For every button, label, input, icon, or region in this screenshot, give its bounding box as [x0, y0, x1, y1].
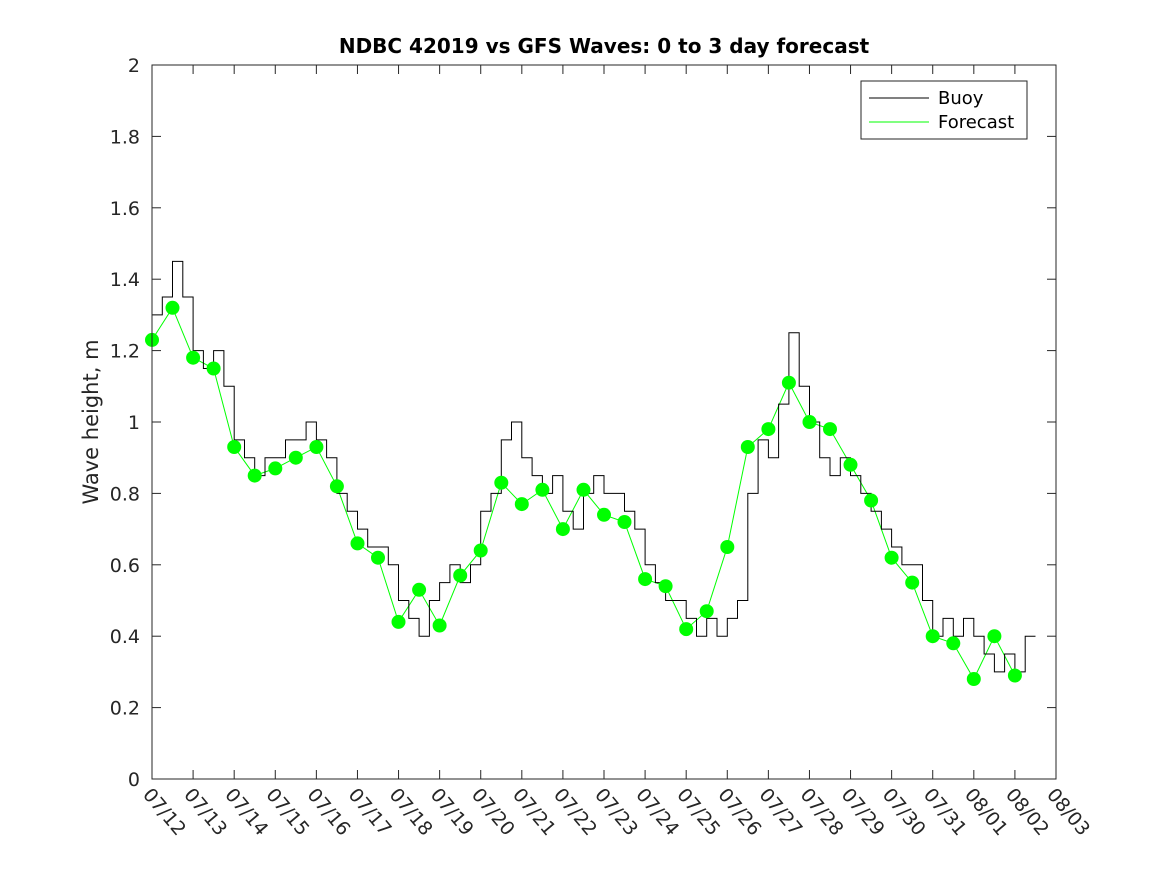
chart-title: NDBC 42019 vs GFS Waves: 0 to 3 day fore… [339, 34, 870, 58]
forecast-point [679, 622, 694, 637]
forecast-point [371, 550, 385, 565]
y-tick-label: 0.6 [110, 555, 140, 577]
forecast-point [288, 450, 303, 465]
forecast-point [987, 629, 1002, 644]
y-tick-label: 1.6 [110, 198, 140, 220]
forecast-point [1007, 668, 1022, 683]
y-tick-label: 0 [128, 769, 140, 791]
forecast-point [925, 629, 940, 644]
forecast-point [720, 540, 735, 554]
forecast-point [247, 468, 262, 483]
forecast-point [350, 536, 365, 551]
y-tick-label: 0.2 [110, 698, 140, 720]
forecast-point [946, 636, 961, 651]
forecast-point [617, 515, 632, 529]
forecast-point [864, 493, 879, 508]
forecast-point [535, 482, 550, 497]
y-tick-label: 1 [128, 412, 140, 434]
forecast-point [597, 507, 611, 522]
forecast-point [494, 475, 509, 490]
forecast-point [658, 579, 673, 594]
y-tick-label: 1.4 [110, 269, 140, 291]
forecast-point [186, 350, 201, 365]
legend-box [860, 80, 1028, 140]
forecast-point [884, 550, 899, 565]
forecast-point [473, 543, 488, 558]
y-tick-label: 0.8 [110, 483, 140, 505]
y-tick-label: 1.2 [110, 341, 140, 363]
forecast-point [206, 361, 221, 376]
forecast-point [699, 604, 714, 619]
buoy-layer [152, 260, 1036, 673]
forecast-point [576, 482, 591, 497]
forecast-point [268, 461, 283, 476]
y-axis: 0 0.2 0.4 0.6 0.8 1 1.2 1.4 1.6 1.8 2 [110, 55, 1056, 791]
legend-label-buoy: Buoy [938, 88, 984, 109]
y-tick-label: 0.4 [110, 626, 140, 648]
legend-label-forecast: Forecast [938, 112, 1014, 133]
forecast-point [823, 422, 837, 437]
forecast-point [514, 497, 529, 512]
forecast-point [453, 568, 468, 583]
forecast-point [432, 618, 447, 633]
forecast-point [165, 300, 180, 315]
forecast-point [638, 572, 653, 587]
forecast-point [843, 457, 858, 472]
forecast-point [309, 440, 324, 454]
plot-area [152, 65, 1056, 779]
buoy-series-line [152, 260, 1036, 673]
forecast-point [740, 440, 755, 454]
forecast-point [905, 575, 920, 590]
legend: Buoy Forecast [860, 80, 1028, 140]
forecast-point [412, 582, 427, 597]
forecast-point [329, 479, 344, 494]
forecast-point [966, 672, 981, 686]
forecast-point [227, 440, 242, 454]
forecast-point [802, 415, 817, 429]
y-tick-label: 2 [128, 55, 140, 77]
forecast-point [555, 522, 570, 537]
forecast-point [781, 375, 796, 390]
y-axis-label: Wave height, m [79, 339, 103, 504]
y-tick-label: 1.8 [110, 126, 140, 148]
forecast-point [761, 422, 776, 437]
forecast-point [391, 614, 406, 629]
